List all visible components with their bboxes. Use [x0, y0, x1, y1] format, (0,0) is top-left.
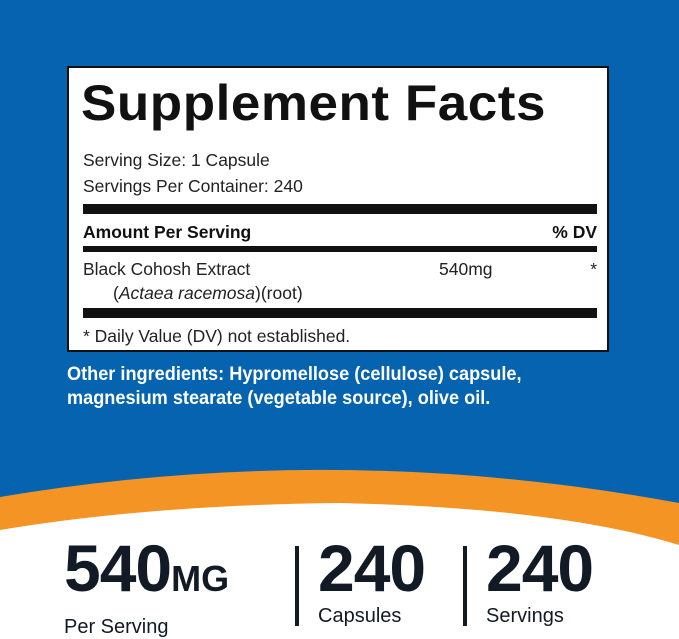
- stat-label: Capsules: [318, 605, 402, 627]
- ingredient-dv: *: [590, 259, 597, 279]
- dv-header: % DV: [552, 222, 597, 242]
- stat-capsules: 240 Capsules: [318, 531, 426, 628]
- stat-divider: [295, 546, 299, 626]
- ingredient-source: (Actaea racemosa)(root): [113, 283, 303, 303]
- stat-label: Per Serving: [64, 616, 169, 638]
- latin-name: Actaea racemosa: [118, 283, 256, 303]
- stat-label: Servings: [486, 605, 564, 627]
- ingredient-amount: 540mg: [439, 259, 493, 279]
- thick-divider: [83, 204, 597, 214]
- servings-per-container: Servings Per Container: 240: [83, 176, 303, 196]
- divider: [83, 246, 597, 252]
- thick-divider-bottom: [83, 308, 597, 318]
- supplement-facts-panel: Supplement Facts Serving Size: 1 Capsule…: [67, 66, 609, 352]
- serving-size: Serving Size: 1 Capsule: [83, 150, 270, 170]
- stat-divider: [463, 546, 467, 626]
- stat-value: 540: [64, 531, 172, 605]
- footnote: * Daily Value (DV) not established.: [83, 326, 351, 346]
- stat-unit: MG: [171, 558, 230, 599]
- amount-header: Amount Per Serving: [83, 222, 252, 242]
- stat-per-serving: 540MG Per Serving: [64, 535, 229, 639]
- stat-servings: 240 Servings: [486, 531, 594, 628]
- ingredient-name: Black Cohosh Extract: [83, 259, 251, 279]
- stat-value: 240: [318, 531, 426, 605]
- facts-title: Supplement Facts: [81, 75, 546, 131]
- plant-part: (root): [260, 283, 303, 303]
- stat-value: 240: [486, 531, 594, 605]
- other-ingredients: Other ingredients: Hypromellose (cellulo…: [67, 363, 522, 409]
